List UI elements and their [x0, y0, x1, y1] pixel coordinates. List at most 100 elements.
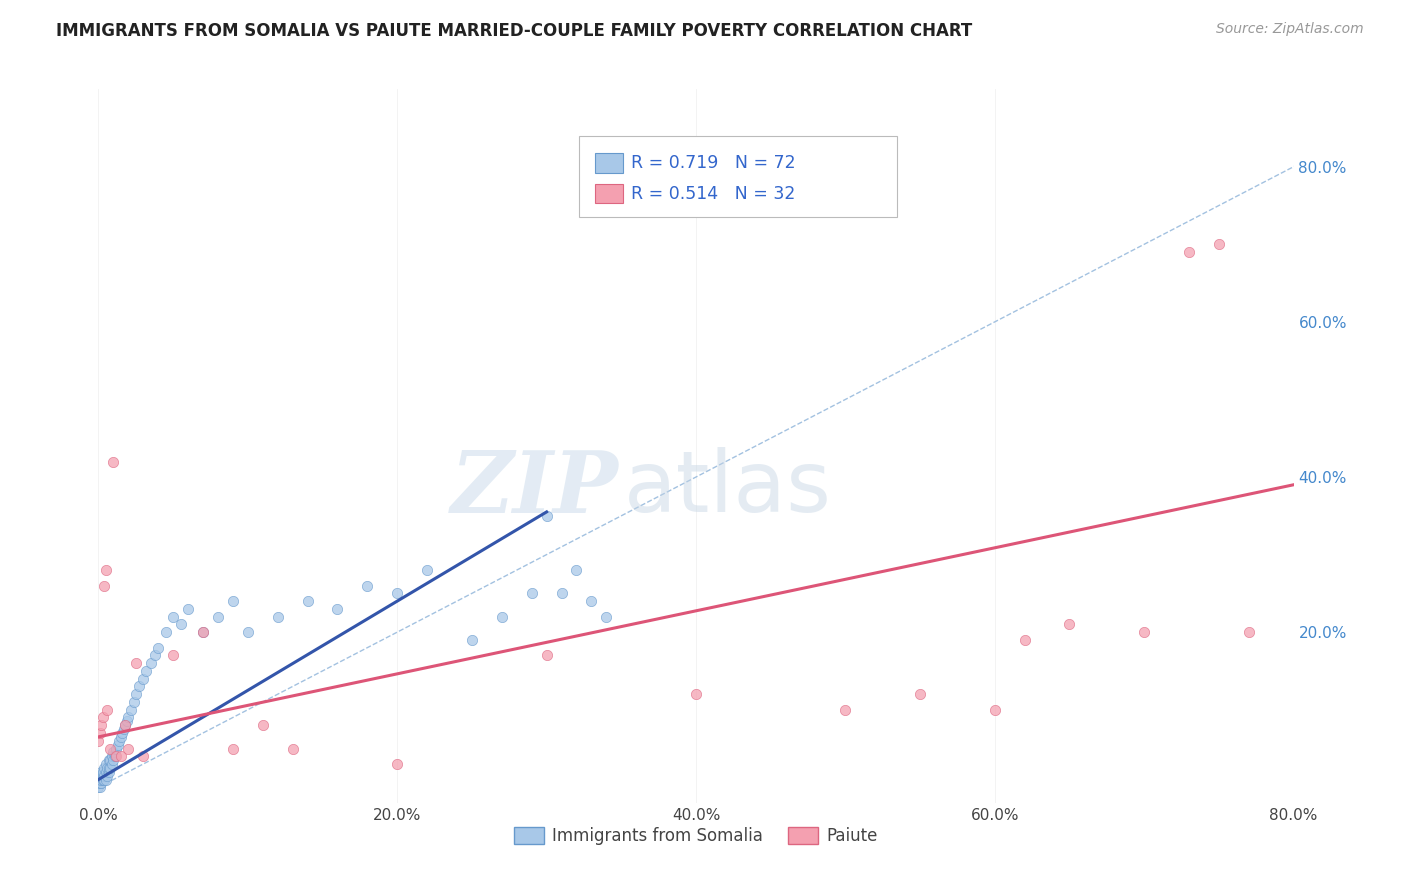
Point: [595, 609, 617, 624]
Point: [110, 730, 132, 744]
Point: [135, 664, 157, 678]
Point: [101, 749, 124, 764]
Point: [97, 764, 120, 779]
Point: [114, 718, 136, 732]
Point: [177, 602, 200, 616]
Point: [1133, 625, 1156, 640]
Point: [125, 687, 148, 701]
Point: [191, 625, 214, 640]
Point: [222, 594, 245, 608]
Point: [90, 718, 112, 732]
Text: IMMIGRANTS FROM SOMALIA VS PAIUTE MARRIED-COUPLE FAMILY POVERTY CORRELATION CHAR: IMMIGRANTS FROM SOMALIA VS PAIUTE MARRIE…: [56, 22, 973, 40]
Point: [550, 586, 572, 600]
Point: [326, 602, 349, 616]
Point: [685, 687, 707, 701]
Point: [91, 772, 114, 787]
Point: [96, 761, 118, 775]
Point: [105, 749, 128, 764]
Point: [252, 718, 274, 732]
Point: [101, 757, 124, 772]
Text: Source: ZipAtlas.com: Source: ZipAtlas.com: [1216, 22, 1364, 37]
Point: [536, 648, 558, 663]
Point: [125, 656, 148, 670]
Point: [908, 687, 931, 701]
Point: [90, 764, 112, 779]
Legend: Immigrants from Somalia, Paiute: Immigrants from Somalia, Paiute: [508, 820, 884, 852]
Point: [124, 695, 146, 709]
Point: [94, 757, 117, 772]
Text: ZIP: ZIP: [450, 447, 619, 531]
Point: [120, 703, 142, 717]
Point: [103, 454, 125, 468]
Point: [128, 680, 150, 694]
Point: [94, 764, 117, 779]
Point: [236, 625, 259, 640]
Point: [103, 745, 125, 759]
Point: [105, 741, 128, 756]
Point: [94, 563, 117, 577]
Point: [148, 640, 170, 655]
Point: [98, 741, 122, 756]
Point: [565, 563, 588, 577]
Point: [1178, 245, 1201, 260]
Point: [984, 703, 1007, 717]
Point: [91, 769, 114, 783]
Point: [581, 594, 603, 608]
Point: [297, 594, 319, 608]
Point: [1237, 625, 1260, 640]
Point: [98, 753, 122, 767]
Point: [89, 772, 111, 787]
Point: [520, 586, 543, 600]
Point: [89, 726, 111, 740]
Point: [155, 625, 177, 640]
Point: [117, 741, 139, 756]
Text: R = 0.514   N = 32: R = 0.514 N = 32: [631, 185, 796, 202]
Point: [117, 710, 139, 724]
Point: [104, 749, 127, 764]
Point: [89, 780, 111, 795]
Point: [89, 776, 111, 790]
Point: [207, 609, 229, 624]
Point: [169, 617, 191, 632]
Point: [96, 703, 118, 717]
Point: [834, 703, 856, 717]
Point: [103, 753, 125, 767]
Point: [87, 772, 110, 787]
Point: [107, 738, 129, 752]
Point: [281, 741, 304, 756]
Point: [267, 609, 290, 624]
Point: [1208, 237, 1230, 252]
Point: [461, 632, 484, 647]
Point: [416, 563, 439, 577]
Point: [222, 741, 245, 756]
Point: [112, 722, 135, 736]
Point: [139, 656, 162, 670]
Point: [115, 714, 138, 729]
Point: [536, 508, 558, 523]
Point: [90, 776, 112, 790]
Point: [93, 761, 115, 775]
Point: [97, 753, 120, 767]
Point: [110, 749, 132, 764]
Point: [91, 764, 114, 779]
Point: [385, 757, 409, 772]
Point: [356, 579, 378, 593]
Point: [98, 761, 122, 775]
Point: [1014, 632, 1036, 647]
Point: [90, 769, 112, 783]
Point: [385, 586, 409, 600]
Point: [111, 726, 134, 740]
Point: [89, 769, 111, 783]
Point: [91, 710, 114, 724]
Point: [90, 772, 112, 787]
Point: [162, 648, 184, 663]
Point: [94, 772, 117, 787]
Point: [1059, 617, 1081, 632]
Text: atlas: atlas: [624, 447, 832, 531]
Point: [132, 672, 155, 686]
Point: [162, 609, 184, 624]
Point: [87, 733, 110, 747]
Point: [93, 772, 115, 787]
Point: [132, 749, 155, 764]
Point: [87, 776, 110, 790]
